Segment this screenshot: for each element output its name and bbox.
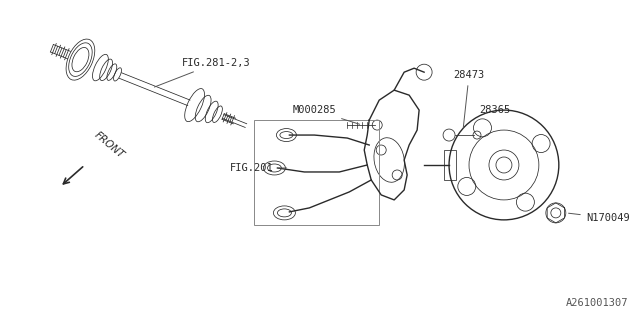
Text: A261001307: A261001307 <box>566 298 628 308</box>
Bar <box>444 150 456 180</box>
Text: FIG.201: FIG.201 <box>230 163 287 173</box>
Bar <box>255 120 380 225</box>
Text: FIG.281-2,3: FIG.281-2,3 <box>154 58 250 87</box>
Text: 28365: 28365 <box>479 105 510 115</box>
Text: M000285: M000285 <box>292 105 360 124</box>
Text: FRONT: FRONT <box>93 130 127 160</box>
Text: N170049: N170049 <box>568 213 630 223</box>
Text: 28473: 28473 <box>453 70 484 127</box>
